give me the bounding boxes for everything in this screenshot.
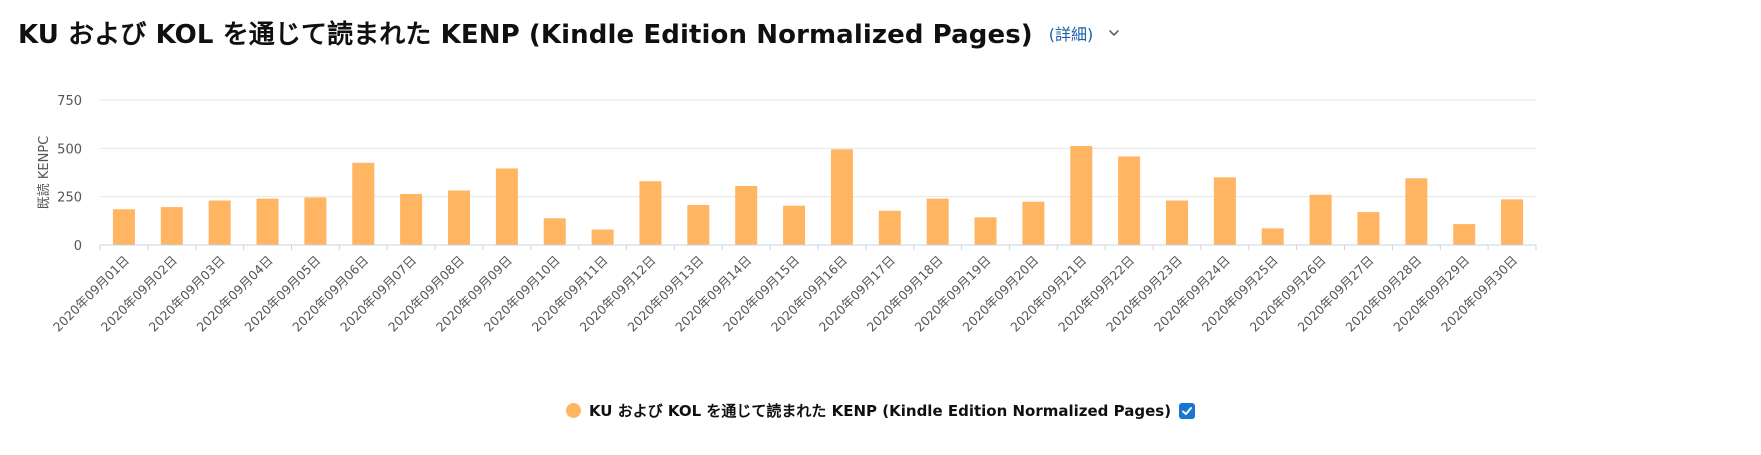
bar[interactable]: [1357, 212, 1380, 245]
bar[interactable]: [783, 205, 806, 245]
bar[interactable]: [1309, 194, 1332, 245]
bar[interactable]: [352, 162, 375, 245]
page-title: KU および KOL を通じて読まれた KENP (Kindle Edition…: [18, 20, 1033, 50]
bar[interactable]: [1261, 228, 1284, 245]
y-tick-label: 250: [57, 191, 82, 206]
bar[interactable]: [1022, 201, 1045, 245]
chart-legend: KU および KOL を通じて読まれた KENP (Kindle Edition…: [0, 400, 1761, 421]
bar[interactable]: [639, 181, 662, 245]
chevron-down-icon[interactable]: [1107, 26, 1121, 40]
bar[interactable]: [304, 197, 327, 245]
bar[interactable]: [1453, 224, 1476, 245]
legend-label: KU および KOL を通じて読まれた KENP (Kindle Edition…: [588, 402, 1172, 420]
y-tick-label: 750: [57, 94, 82, 109]
bar[interactable]: [208, 200, 231, 245]
bar[interactable]: [591, 229, 614, 245]
bar[interactable]: [1405, 178, 1428, 245]
legend-checkbox[interactable]: [1179, 402, 1196, 419]
bar[interactable]: [1213, 177, 1236, 245]
bar[interactable]: [830, 149, 853, 245]
y-axis-label: 既読 KENPC: [36, 136, 52, 210]
bar[interactable]: [543, 218, 566, 245]
bar[interactable]: [256, 198, 279, 245]
bar[interactable]: [735, 186, 758, 245]
bar[interactable]: [160, 207, 183, 245]
bar[interactable]: [400, 193, 423, 245]
bar[interactable]: [448, 190, 470, 245]
check-icon: [1182, 406, 1193, 415]
y-tick-label: 0: [74, 239, 82, 254]
bar[interactable]: [878, 210, 901, 245]
chart-header: KU および KOL を通じて読まれた KENP (Kindle Edition…: [18, 14, 1121, 51]
bar[interactable]: [1118, 156, 1141, 245]
details-link[interactable]: (詳細): [1048, 24, 1094, 44]
bar[interactable]: [112, 209, 135, 245]
bar[interactable]: [687, 204, 710, 245]
legend-marker: [565, 403, 581, 418]
bar[interactable]: [974, 217, 997, 245]
y-tick-label: 500: [57, 142, 82, 157]
bar[interactable]: [926, 198, 949, 245]
bar[interactable]: [1070, 146, 1093, 245]
bar[interactable]: [1501, 199, 1524, 245]
bar[interactable]: [495, 168, 518, 245]
bar[interactable]: [1166, 200, 1188, 245]
